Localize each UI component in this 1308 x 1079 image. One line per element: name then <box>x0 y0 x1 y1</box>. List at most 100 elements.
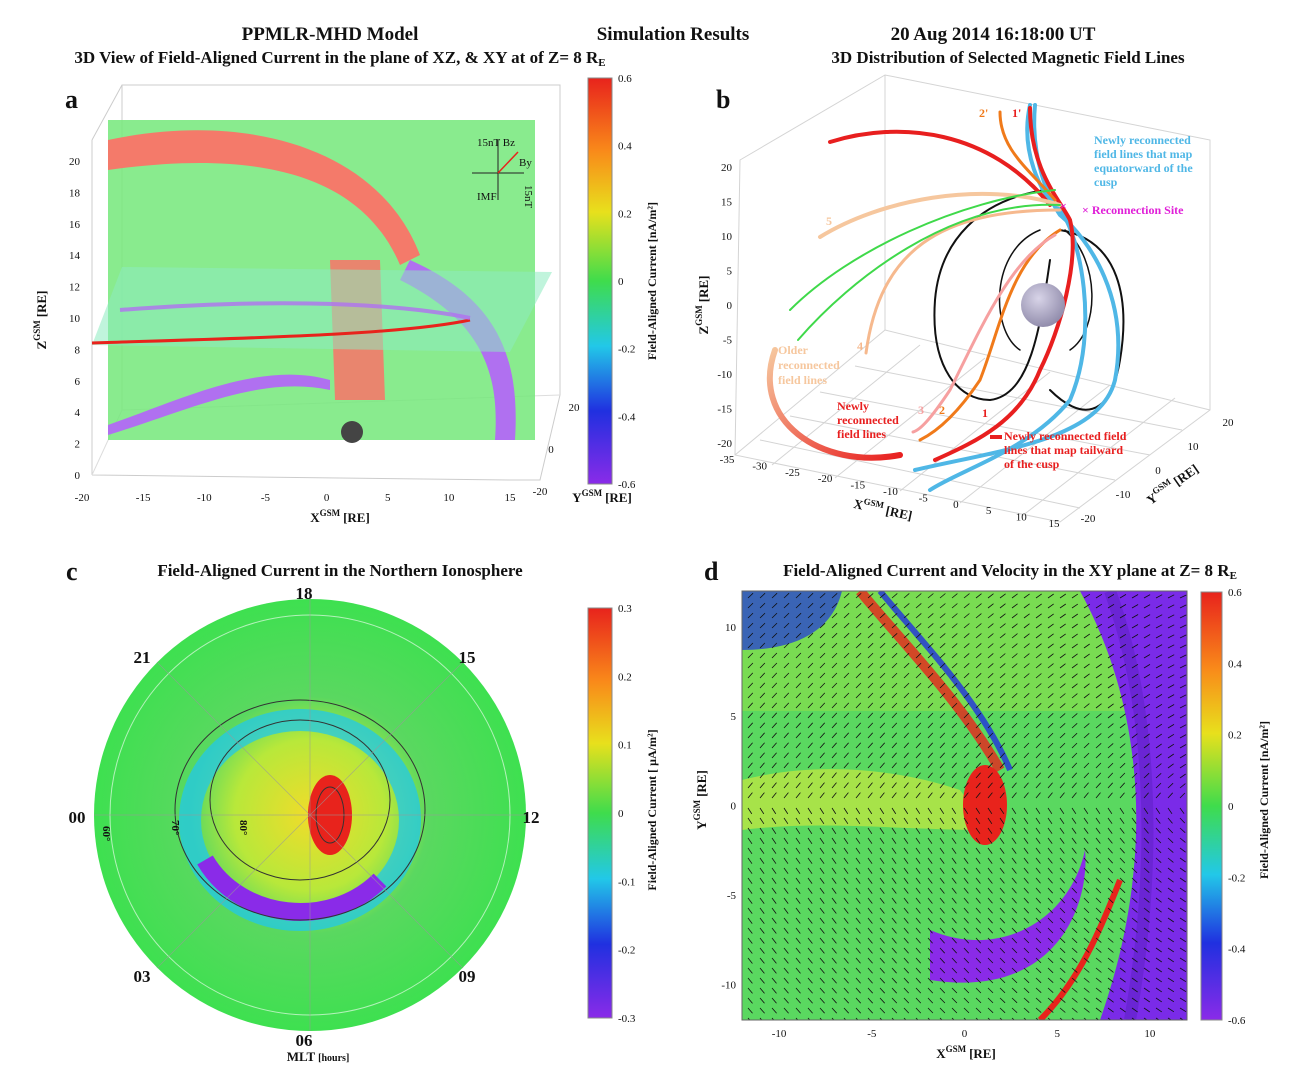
colorbar-tick-label: 0.2 <box>1228 730 1242 742</box>
panel-b-box <box>734 74 1211 523</box>
panel-a-x-ticks: -20 -15 -10 -5 0 5 10 15 <box>75 492 516 504</box>
imf-bz-label: 15nT Bz <box>477 137 515 149</box>
field-line-5 <box>818 191 1062 239</box>
line-label-2-prime: 2' <box>979 106 988 120</box>
field-line-blue <box>913 103 1121 472</box>
colorbar-tick-label: 0 <box>618 808 624 820</box>
mlt-labels: 18 15 12 09 06 03 00 21 60° 70° 80° <box>69 584 540 1050</box>
z-tick-label: 20 <box>69 156 81 168</box>
xlabel-sup: GSM <box>946 1044 967 1054</box>
subtitle-a: 3D View of Field-Aligned Current in the … <box>74 48 605 69</box>
panel-d: d Field-Aligned Current and Velocity in … <box>692 557 1271 1061</box>
zlabel-unit: [RE] <box>34 291 49 318</box>
z-tick-label: -10 <box>717 369 732 381</box>
line-label-1: 1 <box>982 406 988 420</box>
x-tick-label: -10 <box>883 486 898 498</box>
line-label-4: 4 <box>857 339 863 353</box>
subtitle-a-subscript: E <box>598 57 605 69</box>
x-tick-label: 0 <box>324 492 330 504</box>
annotation-reconnection: × Reconnection Site <box>1082 203 1184 217</box>
x-tick-label: 5 <box>1054 1028 1060 1040</box>
ylabel-unit: [RE] <box>605 490 632 505</box>
annotation-equatorward-text: Newly reconnected field lines that map e… <box>1094 133 1193 189</box>
results-title: Simulation Results <box>597 24 750 45</box>
zlabel-unit: [RE] <box>696 276 711 303</box>
mlt-label-00: 00 <box>69 808 86 827</box>
panel-label-c: c <box>66 557 78 586</box>
x-tick-label: 0 <box>962 1028 968 1040</box>
zlabel-sup: GSM <box>694 305 704 326</box>
xy-plane <box>92 267 552 352</box>
title-text: Field-Aligned Current and Velocity in th… <box>783 561 1230 580</box>
colorbar-tick-label: -0.3 <box>618 1013 636 1025</box>
panel-c-colorbar-ticks: 0.3 0.2 0.1 0 -0.1 -0.2 -0.3 <box>618 603 636 1025</box>
z-tick-label: 10 <box>721 231 733 243</box>
xy-plane-negative-line <box>119 301 471 320</box>
imf-glyph <box>472 140 524 200</box>
ylabel-unit: [RE] <box>694 770 709 797</box>
panel-b-z-ticks: 20 15 10 5 0 -5 -10 -15 -20 <box>717 162 732 450</box>
z-tick-label: 12 <box>69 282 80 294</box>
line-label-3: 3 <box>918 403 924 417</box>
subtitle-b: 3D Distribution of Selected Magnetic Fie… <box>831 48 1185 67</box>
panel-d-colorbar-label: Field-Aligned Current [nA/m²] <box>1257 721 1271 879</box>
ylabel-unit: [RE] <box>1171 461 1201 489</box>
panel-label-d: d <box>704 557 719 586</box>
colorbar-tick-label: -0.2 <box>1228 872 1245 884</box>
rlabel-unit: [hours] <box>318 1053 349 1064</box>
y-tick-label: -5 <box>727 890 737 902</box>
dipole-line-black <box>1049 229 1125 411</box>
annotation-equatorward: Newly reconnected field lines that map e… <box>1094 133 1193 189</box>
x-tick-label: 10 <box>1016 512 1028 524</box>
z-tick-label: -15 <box>717 404 732 416</box>
lat-label-70: 70° <box>169 820 181 835</box>
x-tick-label: -20 <box>75 492 90 504</box>
panel-d-y-ticks: 10 5 0 -5 -10 <box>721 622 736 992</box>
xy-plane-current-line <box>91 318 471 345</box>
annotation-older: Older reconnected field lines <box>778 343 840 387</box>
colorbar-tick-label: -0.2 <box>618 344 635 356</box>
lat-label-60: 60° <box>100 826 112 841</box>
y-tick-label: 0 <box>548 444 554 456</box>
line-label-2: 2 <box>939 403 945 417</box>
panel-c-rlabel: MLT [hours] <box>287 1049 350 1064</box>
colorbar-tick-label: 0.6 <box>618 73 632 85</box>
annotation-tailward-text: Newly reconnected field lines that map t… <box>1004 429 1127 471</box>
panel-a-zlabel: ZGSM [RE] <box>32 291 49 350</box>
panel-a-colorbar <box>587 77 613 485</box>
xlabel-text: X <box>852 496 865 513</box>
panel-label-b: b <box>716 85 730 114</box>
zlabel-sup: GSM <box>32 320 42 341</box>
y-tick-label: -20 <box>533 486 548 498</box>
z-tick-label: 20 <box>721 162 733 174</box>
earth-globe <box>1021 283 1065 327</box>
field-line-green <box>789 189 1061 341</box>
colorbar-tick-label: -0.6 <box>1228 1015 1246 1027</box>
time-sequence-arrow <box>766 347 903 461</box>
x-tick-label: 0 <box>953 499 959 511</box>
field-line-2 <box>918 228 1062 442</box>
earth-globe <box>341 421 363 443</box>
y-tick-label: -20 <box>1081 513 1096 525</box>
colorbar-tick-label: -0.4 <box>1228 944 1246 956</box>
x-tick-label: -30 <box>752 460 767 472</box>
mlt-label-15: 15 <box>459 648 476 667</box>
colorbar-tick-label: 0.3 <box>618 603 632 615</box>
ylabel-sup: GSM <box>582 488 603 498</box>
xlabel-unit: [RE] <box>969 1046 996 1061</box>
panel-a-z-ticks: 0 2 4 6 8 10 12 14 16 18 20 <box>69 156 81 482</box>
x-tick-label: 10 <box>443 492 455 504</box>
mlt-label-06: 06 <box>296 1031 313 1050</box>
x-tick-label: -25 <box>785 467 800 479</box>
xlabel-sup: GSM <box>320 508 341 518</box>
panel-d-heatmap <box>742 591 1187 1020</box>
colorbar-tick-label: -0.4 <box>618 411 636 423</box>
velocity-vectors <box>747 592 1187 1020</box>
line-label-1-prime: 1' <box>1012 106 1021 120</box>
zlabel-text: Z <box>696 325 711 334</box>
z-tick-label: 14 <box>69 250 81 262</box>
z-tick-label: 15 <box>721 197 733 209</box>
annotation-newly: Newly reconnected field lines <box>837 399 899 441</box>
x-tick-label: 15 <box>505 492 517 504</box>
